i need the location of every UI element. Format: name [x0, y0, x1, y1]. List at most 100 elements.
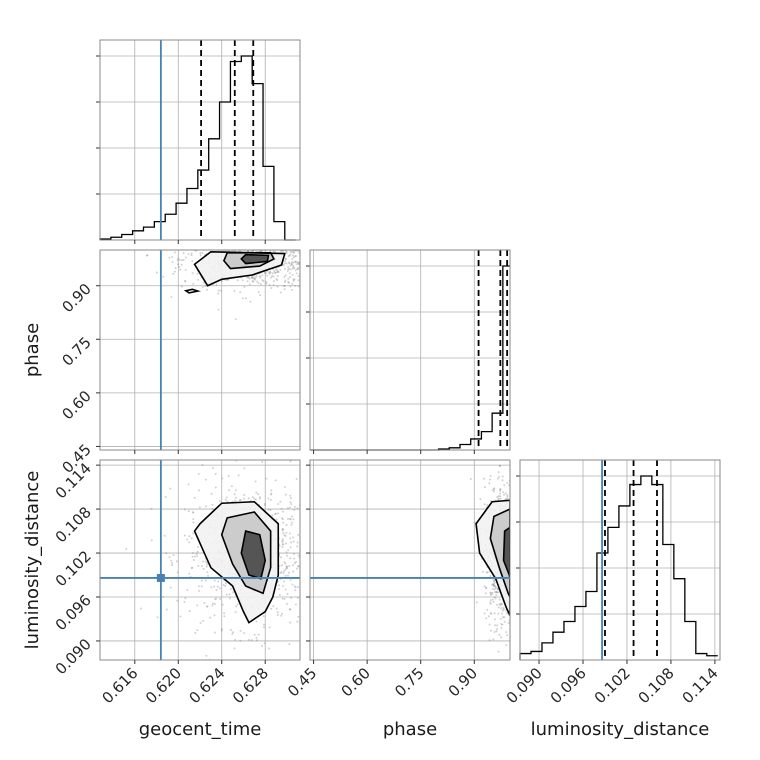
- scatter-point: [304, 258, 306, 260]
- scatter-point: [517, 573, 519, 575]
- scatter-point: [186, 589, 189, 592]
- scatter-point: [261, 250, 264, 253]
- scatter-point: [269, 241, 271, 243]
- scatter-point: [276, 275, 279, 278]
- scatter-point: [184, 597, 187, 600]
- scatter-point: [288, 564, 291, 567]
- scatter-point: [511, 569, 513, 571]
- scatter-point: [324, 245, 326, 247]
- scatter-point: [515, 551, 517, 553]
- scatter-point: [223, 615, 226, 618]
- scatter-point: [255, 245, 257, 247]
- scatter-point: [498, 633, 501, 636]
- scatter-point: [285, 551, 288, 554]
- scatter-point: [176, 599, 179, 602]
- scatter-point: [184, 256, 187, 259]
- scatter-point: [499, 465, 502, 468]
- scatter-point: [504, 492, 507, 495]
- scatter-point: [197, 585, 200, 588]
- scatter-point: [513, 567, 515, 569]
- scatter-point: [257, 282, 260, 285]
- scatter-point: [282, 532, 285, 535]
- scatter-point: [247, 497, 250, 500]
- scatter-point: [246, 276, 249, 279]
- scatter-point: [207, 241, 209, 243]
- scatter-point: [497, 650, 500, 653]
- scatter-point: [510, 545, 512, 547]
- scatter-point: [275, 242, 277, 244]
- scatter-point: [517, 534, 519, 536]
- y-tick-label: 0.096: [52, 591, 95, 634]
- scatter-point: [518, 587, 520, 589]
- scatter-point: [197, 278, 200, 281]
- scatter-point: [254, 498, 257, 501]
- scatter-point: [270, 276, 273, 279]
- scatter-point: [163, 534, 166, 537]
- scatter-point: [283, 285, 286, 288]
- scatter-point: [294, 269, 297, 272]
- scatter-point: [303, 252, 305, 254]
- scatter-point: [495, 630, 498, 633]
- scatter-point: [517, 558, 519, 560]
- scatter-point: [263, 271, 266, 274]
- scatter-point: [290, 289, 293, 292]
- scatter-point: [277, 502, 280, 505]
- scatter-point: [290, 503, 293, 506]
- scatter-point: [514, 551, 516, 553]
- scatter-geocent-distance-content: [100, 460, 310, 660]
- scatter-point: [292, 570, 295, 573]
- scatter-point: [517, 574, 519, 576]
- scatter-point: [292, 266, 295, 269]
- scatter-point: [175, 560, 178, 563]
- scatter-point: [261, 279, 264, 282]
- scatter-point: [296, 585, 299, 588]
- scatter-point: [245, 244, 247, 246]
- scatter-point: [263, 623, 266, 626]
- scatter-panel-geocent-time-vs-phase: 0.450.600.750.90: [58, 241, 326, 477]
- scatter-point: [285, 531, 288, 534]
- scatter-point: [247, 250, 250, 253]
- scatter-point: [271, 274, 274, 277]
- scatter-point: [207, 574, 210, 577]
- scatter-point: [222, 244, 224, 246]
- scatter-point: [287, 281, 290, 284]
- scatter-point: [197, 564, 200, 567]
- scatter-point: [196, 554, 199, 557]
- scatter-point: [169, 242, 171, 244]
- scatter-point: [279, 247, 281, 249]
- scatter-point: [172, 272, 175, 275]
- scatter-point: [271, 246, 273, 248]
- scatter-point: [235, 247, 237, 249]
- scatter-point: [297, 263, 300, 266]
- scatter-point: [253, 633, 256, 636]
- scatter-point: [489, 592, 492, 595]
- scatter-point: [268, 626, 271, 629]
- scatter-point: [184, 280, 187, 283]
- scatter-point: [305, 562, 307, 564]
- x-tick-label: 0.102: [591, 664, 634, 707]
- scatter-point: [512, 584, 514, 586]
- scatter-point: [279, 246, 281, 248]
- scatter-point: [249, 245, 251, 247]
- scatter-point: [512, 552, 514, 554]
- scatter-point: [282, 264, 285, 267]
- scatter-point: [224, 582, 227, 585]
- scatter-point: [239, 639, 242, 642]
- scatter-point: [308, 599, 310, 601]
- scatter-point: [213, 246, 215, 248]
- scatter-point: [294, 255, 297, 258]
- scatter-point: [486, 608, 489, 611]
- scatter-point: [206, 605, 209, 608]
- scatter-point: [268, 246, 270, 248]
- scatter-point: [297, 615, 300, 618]
- scatter-point: [241, 297, 244, 300]
- scatter-point: [187, 510, 190, 513]
- scatter-point: [301, 244, 303, 246]
- scatter-point: [211, 503, 214, 506]
- scatter-point: [512, 566, 514, 568]
- scatter-point: [288, 532, 291, 535]
- scatter-point: [162, 595, 165, 598]
- scatter-point: [258, 497, 261, 500]
- x-tick-label: 0.628: [229, 664, 272, 707]
- scatter-point: [234, 318, 237, 321]
